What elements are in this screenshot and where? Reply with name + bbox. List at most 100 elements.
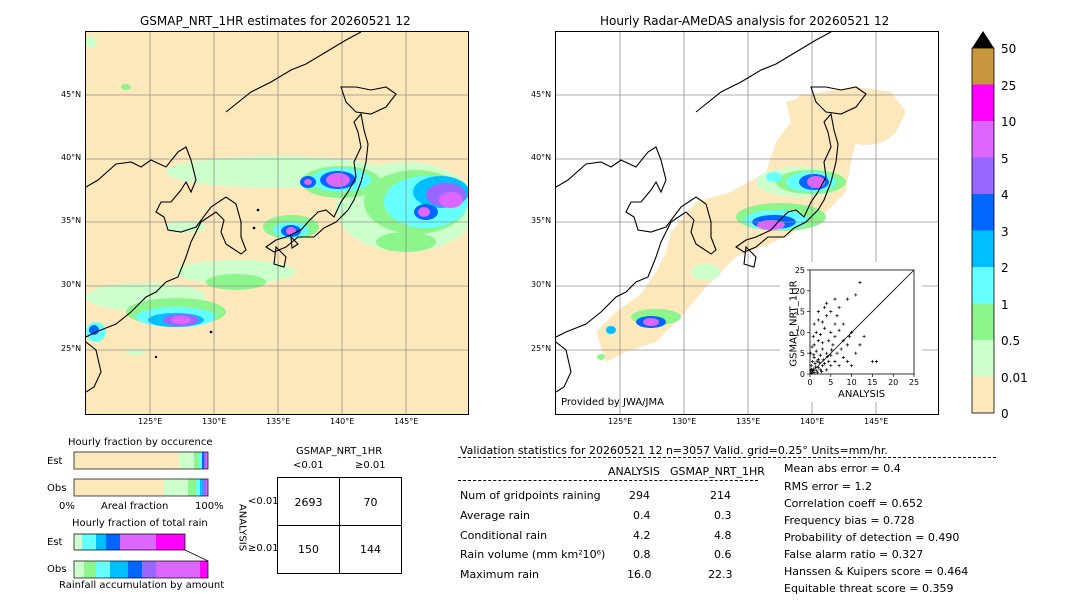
scatter-point [809,368,813,372]
scatter-point [833,334,837,339]
scatter-point [839,347,843,351]
scatter-x-tick-label: 25 [909,378,919,387]
scatter-point [835,351,839,355]
score-hk: Hanssen & Kuipers score = 0.464 [784,565,969,578]
scatter-point [817,360,821,364]
scatter-point [809,364,813,368]
scatter-xlabel: ANALYSIS [838,389,886,400]
scatter-point [837,305,841,310]
scatter-point [833,297,837,301]
contingency-cell-21: 150 [298,543,319,556]
fraction-occ-est-bar [73,451,209,470]
scatter-point [814,369,818,373]
scatter-point [816,339,820,343]
scatter-point [821,358,825,362]
left-lon-145: 145°E [394,417,419,426]
scatter-point [816,357,820,362]
validation-row-label: Conditional rain [460,529,548,542]
validation-row-analysis: 0.4 [633,509,651,522]
scatter-point [816,310,820,314]
validation-row-label: Average rain [460,509,530,522]
right-lat-35: 35°N [531,216,552,225]
fraction-occ-axis-mid: Areal fraction [101,501,169,512]
scatter-point [814,349,818,353]
validation-row-gsmap: 0.3 [714,509,732,522]
scatter-point [822,305,827,310]
scatter-point [815,370,820,374]
left-lon-135: 135°E [266,417,291,426]
score-far: False alarm ratio = 0.327 [784,548,924,561]
validation-row-gsmap: 0.6 [714,548,732,561]
fraction-occ-obs-bar [73,478,209,497]
contingency-row-title: ANALYSIS [236,503,248,552]
scatter-point [825,314,829,318]
scatter-point [858,343,862,347]
scatter-y-tick-label: 10 [795,328,805,337]
scatter-point [841,355,845,359]
validation-col-rule [458,480,758,481]
scatter-plot: 00 5 5 10 10 15 15 20 20 25 25 [795,266,919,387]
scatter-point [820,347,825,351]
right-map-panel [555,31,939,415]
right-lat-45: 45°N [531,90,552,99]
colorbar-segment [972,194,994,231]
cbar-label-3: 3 [1001,225,1009,239]
scatter-point [825,368,829,372]
scatter-point [820,369,824,374]
contingency-table: 2693 70 150 144 [277,477,402,574]
colorbar-segment [972,340,994,377]
scatter-point [812,371,816,375]
scatter-point [841,322,845,326]
colorbar-segment [972,121,994,158]
scatter-point [847,334,852,339]
left-lat-35: 35°N [61,216,82,225]
scatter-ylabel: GSMAP_NRT_1HR [788,280,800,367]
scatter-point [830,348,834,352]
fraction-total-est-bar [73,533,209,562]
scatter-inset: 0 0 5 5 10 10 15 15 20 20 25 25 [780,262,922,402]
scatter-point [816,318,820,322]
score-ets: Equitable threat score = 0.359 [784,582,954,595]
validation-row-analysis: 16.0 [627,568,652,581]
right-lon-135: 135°E [736,417,761,426]
cbar-label-10: 10 [1001,115,1017,129]
cbar-label-0.01: 0.01 [1001,371,1028,385]
scatter-point [818,353,822,357]
right-lat-30: 30°N [531,280,552,289]
scatter-x-tick-label: 20 [888,378,898,387]
scatter-point [825,351,829,355]
scatter-point [809,351,813,355]
scatter-point [850,364,854,368]
scatter-y-tick-label: 0 [800,370,805,379]
scatter-x-tick-label: 0 [807,378,812,387]
left-map-panel [85,31,469,415]
fraction-total-axis-label: Rainfall accumulation by amount [59,580,225,591]
scatter-point [845,297,850,301]
scatter-point [820,341,825,345]
scatter-point [809,371,813,375]
scatter-point [837,328,841,332]
scatter-x-tick-label: 5 [828,378,833,387]
right-lat-25: 25°N [531,344,552,353]
contingency-cell-11: 2693 [294,496,323,509]
fraction-occ-est-label: Est [47,456,63,467]
scatter-point [854,293,858,297]
cbar-label-0: 0 [1001,407,1009,421]
scatter-point [812,353,816,357]
contingency-col-ge: ≥0.01 [355,460,386,471]
contingency-cell-22: 144 [360,543,381,556]
scatter-point [825,354,830,359]
scatter-point [841,339,845,343]
validation-row-analysis: 0.8 [633,548,651,561]
scatter-point [812,343,816,347]
scatter-point [837,364,841,368]
scatter-point [810,359,815,364]
scatter-point [815,359,819,363]
validation-row-label: Num of gridpoints raining [460,489,601,502]
validation-row-analysis: 294 [629,489,650,502]
right-lat-40: 40°N [531,153,552,162]
validation-col-analysis: ANALYSIS [608,465,660,478]
score-rms-error: RMS error = 1.2 [784,480,872,493]
colorbar-segment [972,84,994,122]
scatter-y-tick-label: 5 [800,349,805,358]
